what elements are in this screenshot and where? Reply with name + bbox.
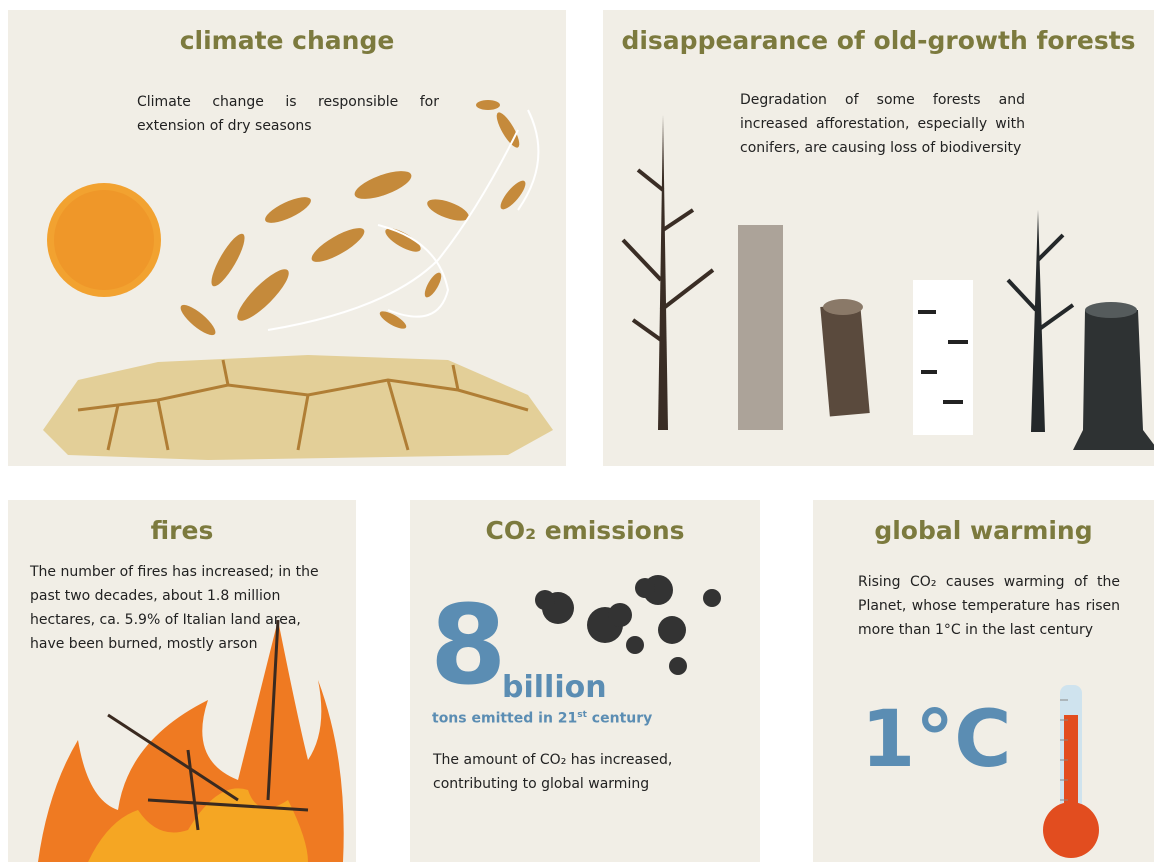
panel-title: disappearance of old-growth forests <box>603 26 1154 55</box>
trees <box>623 115 1154 450</box>
page: {"panels": { "climate": {"title": "clima… <box>0 0 1154 862</box>
forests-panel: disappearance of old-growth forests Degr… <box>603 10 1154 466</box>
big-number: 8 <box>430 585 507 705</box>
forests-illustration <box>603 10 1154 466</box>
big-number: 1°C <box>861 695 1012 785</box>
warming-panel: global warming Rising CO₂ causes warming… <box>813 500 1154 862</box>
panel-title: CO₂ emissions <box>410 516 760 545</box>
climate-illustration <box>8 10 566 466</box>
panel-text: Rising CO₂ causes warming of the Planet,… <box>858 570 1120 642</box>
thermometer <box>813 500 1154 862</box>
wind-lines <box>268 110 538 330</box>
panel-title: fires <box>8 516 356 545</box>
big-unit: billion <box>502 670 607 705</box>
fires-illustration <box>8 500 356 862</box>
caption-text: century <box>587 711 652 727</box>
panel-title: global warming <box>813 516 1154 545</box>
panel-title: climate change <box>8 26 566 55</box>
climate-panel: climate change Climate change is respons… <box>8 10 566 466</box>
panel-text: Climate change is responsible for extens… <box>137 90 439 138</box>
smoke-clouds <box>535 575 721 675</box>
caption-superscript: st <box>577 710 587 720</box>
caption-text: tons emitted in 21 <box>432 711 577 727</box>
panel-text: Degradation of some forests and increase… <box>740 88 1025 160</box>
fires-panel: fires The number of fires has increased;… <box>8 500 356 862</box>
sun-texture <box>54 190 154 290</box>
co2-panel: CO₂ emissions 8 billion tons emitted in … <box>410 500 760 862</box>
caption: tons emitted in 21st century <box>432 710 652 727</box>
panel-text: The number of fires has increased; in th… <box>30 560 330 656</box>
panel-text: The amount of CO₂ has increased, contrib… <box>433 748 723 796</box>
